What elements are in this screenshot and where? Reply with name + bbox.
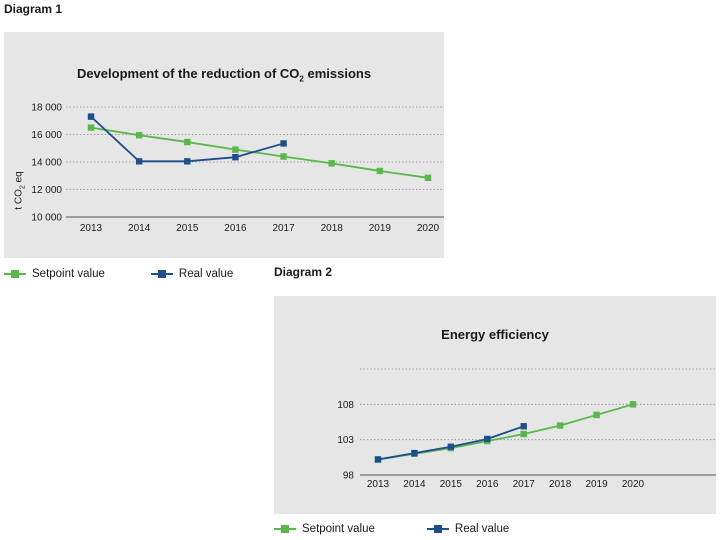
chart-1-data-point-setpoint xyxy=(328,160,335,167)
chart-2-x-tick-label: 2019 xyxy=(585,479,608,490)
chart-1-data-point-setpoint xyxy=(280,153,287,160)
chart-1-title: Development of the reduction of CO2 emis… xyxy=(76,66,372,84)
chart-1-data-point-setpoint xyxy=(232,146,239,153)
real-marker-icon xyxy=(150,270,173,278)
chart-2-data-point-setpoint xyxy=(629,401,637,408)
chart-2-x-tick-label: 2014 xyxy=(403,479,426,490)
chart-2-data-point-real xyxy=(374,456,382,463)
legend-item-real: Real value xyxy=(150,268,234,280)
chart-2-series-line-real xyxy=(377,425,525,461)
chart-1-data-point-real xyxy=(87,113,95,120)
chart-2-x-tick-label: 2016 xyxy=(476,479,499,490)
chart-1-plot: 10 000 12 000 14 000 16 000 18 000 2013 2014 20… xyxy=(31,103,444,234)
chart-2-title: Energy efficiency xyxy=(441,327,549,342)
chart-1-series-line-setpoint xyxy=(90,126,429,179)
chart-1-data-point-real xyxy=(184,158,191,165)
chart-2-data-point-real xyxy=(447,443,455,450)
legend-label-real-2: Real value xyxy=(454,523,510,535)
chart-2-x-tick-label: 2015 xyxy=(440,479,463,490)
chart-2-plot: 98 103 108 2013 2014 2015 2016 2017 2018 2019 2020 xyxy=(337,368,716,490)
chart-2-data-point-real xyxy=(411,449,418,457)
chart-2-panel: Energy efficiency 98 103 108 2013 2014 2015 20… xyxy=(274,296,716,514)
chart-2-x-tick-label: 2018 xyxy=(549,479,572,490)
chart-1-data-point-setpoint xyxy=(424,174,432,182)
chart-2-data-point-real xyxy=(484,435,491,443)
diagram-1-label: Diagram 1 xyxy=(4,2,63,16)
chart-1-data-point-real xyxy=(232,153,239,161)
chart-1-data-point-setpoint xyxy=(87,124,95,131)
chart-2-data-point-real xyxy=(520,423,527,430)
chart-1-panel: Development of the reduction of CO2 emis… xyxy=(4,32,444,258)
legend-item-real-2: Real value xyxy=(426,523,510,535)
chart-1-x-tick-label: 2018 xyxy=(321,223,344,234)
chart-2-x-tick-label: 2017 xyxy=(513,479,536,490)
chart-2-data-point-setpoint xyxy=(520,430,527,438)
chart-1-x-tick-label: 2013 xyxy=(80,223,103,234)
chart-1-y-tick-label: 16 000 xyxy=(31,130,62,141)
chart-2-data-point-setpoint xyxy=(556,422,564,429)
chart-2-y-tick-label: 108 xyxy=(337,400,354,411)
chart-1-x-tick-label: 2015 xyxy=(176,223,199,234)
chart-2-data-point-setpoint xyxy=(593,411,600,419)
chart-2-y-tick-label: 98 xyxy=(343,471,355,482)
chart-1-y-tick-label: 12 000 xyxy=(31,185,62,196)
legend-item-setpoint-2: Setpoint value xyxy=(274,523,375,535)
setpoint-marker-icon xyxy=(274,525,296,533)
chart-1-data-point-setpoint xyxy=(135,131,143,139)
setpoint-marker-icon xyxy=(4,270,26,278)
legend-item-setpoint: Setpoint value xyxy=(4,268,105,280)
legend-label-real: Real value xyxy=(178,268,234,280)
chart-1-data-point-real xyxy=(135,158,143,165)
chart-1-legend: Setpoint value Real value xyxy=(4,268,279,280)
chart-1-y-tick-label: 18 000 xyxy=(31,103,62,114)
chart-1-x-tick-label: 2020 xyxy=(417,223,440,234)
real-marker-icon xyxy=(426,525,449,533)
legend-label-setpoint: Setpoint value xyxy=(32,268,105,280)
chart-1-data-point-setpoint xyxy=(376,167,384,175)
chart-1-x-tick-label: 2017 xyxy=(272,223,295,234)
chart-2-x-tick-label: 2020 xyxy=(622,479,645,490)
chart-1-y-tick-label: 10 000 xyxy=(31,213,62,224)
chart-1-x-tick-label: 2016 xyxy=(224,223,247,234)
chart-2-y-tick-label: 103 xyxy=(337,435,354,446)
chart-2-x-tick-label: 2013 xyxy=(367,479,390,490)
diagram-2-label: Diagram 2 xyxy=(274,265,333,279)
chart-1-data-point-setpoint xyxy=(184,138,191,146)
legend-label-setpoint-2: Setpoint value xyxy=(302,523,375,535)
chart-1-y-tick-label: 14 000 xyxy=(31,158,62,169)
chart-1-x-tick-label: 2014 xyxy=(128,223,151,234)
chart-1-data-point-real xyxy=(280,140,287,147)
chart-1-x-tick-label: 2019 xyxy=(369,223,392,234)
chart-2-legend: Setpoint value Real value xyxy=(274,523,555,535)
